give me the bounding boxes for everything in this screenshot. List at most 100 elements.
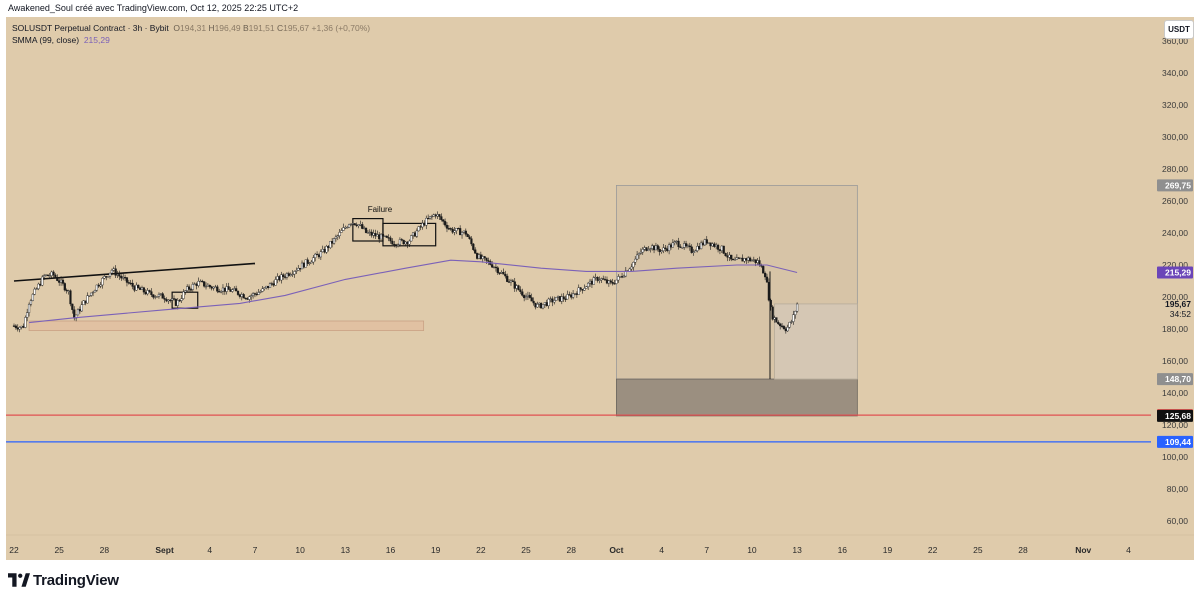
candle-body bbox=[481, 256, 484, 259]
candle-body bbox=[649, 248, 652, 250]
candle-body bbox=[652, 245, 656, 251]
smma-line[interactable] bbox=[29, 259, 798, 324]
candle-body bbox=[745, 258, 748, 261]
candle-body bbox=[396, 244, 400, 246]
candle-body bbox=[73, 309, 76, 319]
candle-body bbox=[739, 257, 742, 260]
candle-body bbox=[410, 235, 413, 242]
candle-body bbox=[267, 285, 270, 288]
candle-body bbox=[355, 224, 358, 227]
candle-body bbox=[513, 281, 516, 289]
candle-body bbox=[197, 281, 200, 286]
candle-body bbox=[216, 286, 219, 292]
candle-body bbox=[711, 243, 714, 247]
candle-body bbox=[530, 297, 533, 302]
time-tick-label: 28 bbox=[566, 545, 576, 555]
tradingview-brand: TradingView bbox=[33, 571, 119, 589]
candle-body bbox=[455, 228, 458, 231]
candle-body bbox=[144, 291, 147, 295]
indicator-label: SMMA (99, close) bbox=[12, 35, 80, 45]
ohlc-close-label: C bbox=[276, 23, 284, 33]
candle-body bbox=[619, 276, 622, 278]
candle-body bbox=[423, 222, 426, 226]
candle-body bbox=[587, 282, 590, 287]
drawing-label[interactable]: Failure bbox=[368, 205, 393, 214]
time-tick-label: Nov bbox=[1075, 545, 1091, 555]
candle-body bbox=[730, 254, 733, 260]
candle-body bbox=[321, 249, 324, 252]
candle-body bbox=[453, 230, 456, 233]
candle-body bbox=[504, 273, 507, 277]
candle-body bbox=[698, 246, 701, 250]
candle-body bbox=[349, 223, 353, 226]
candle-body bbox=[376, 234, 379, 237]
candle-body bbox=[372, 233, 375, 236]
candle-body bbox=[541, 304, 545, 309]
candle-body bbox=[611, 282, 614, 284]
candle-body bbox=[775, 317, 778, 323]
candle-body bbox=[221, 287, 225, 292]
candle-body bbox=[278, 276, 281, 281]
candle-body bbox=[777, 322, 780, 325]
candle-body bbox=[526, 294, 530, 297]
chart-frame[interactable]: Failure 60,00 80,00 100,00 120,00 140,00 160,… bbox=[6, 17, 1194, 560]
candle-body bbox=[24, 317, 27, 328]
candle-body bbox=[605, 279, 609, 284]
drawing-rectangle[interactable] bbox=[616, 378, 858, 417]
price-chart[interactable]: Failure 60,00 80,00 100,00 120,00 140,00 160,… bbox=[6, 17, 1194, 560]
candle-body bbox=[26, 312, 29, 318]
time-tick-label: 13 bbox=[792, 545, 802, 555]
candle-body bbox=[67, 290, 70, 292]
axes-layer: 60,00 80,00 100,00 120,00 140,00 160,00 180,00… bbox=[9, 36, 1193, 555]
candle-body bbox=[643, 247, 646, 250]
candle-body bbox=[225, 286, 228, 292]
candle-body bbox=[212, 286, 215, 289]
candle-body bbox=[37, 283, 40, 289]
ohlc-close-value: 195,67 bbox=[283, 23, 310, 33]
candle-body bbox=[545, 302, 548, 307]
candle-body bbox=[683, 243, 686, 248]
candle-body bbox=[477, 254, 481, 259]
candle-body bbox=[261, 288, 264, 292]
trend-line[interactable] bbox=[13, 262, 256, 282]
candle-body bbox=[71, 303, 74, 310]
candle-body bbox=[440, 216, 443, 220]
candle-body bbox=[351, 223, 354, 225]
candle-body bbox=[701, 242, 705, 246]
candle-body bbox=[289, 274, 292, 276]
price-label-bg bbox=[1157, 373, 1193, 386]
price-axis-panel[interactable] bbox=[1151, 17, 1194, 560]
drawing-rectangle[interactable] bbox=[28, 320, 425, 332]
indicator-legend-row[interactable]: SMMA (99, close) 215,29 bbox=[12, 34, 370, 46]
candle-body bbox=[304, 259, 307, 268]
candle-body bbox=[771, 306, 774, 320]
candle-body bbox=[658, 249, 661, 253]
candle-body bbox=[116, 274, 119, 276]
candle-body bbox=[218, 291, 221, 293]
candle-body bbox=[790, 321, 793, 323]
ohlc-low-label: B bbox=[242, 23, 249, 33]
candle-body bbox=[210, 286, 213, 289]
candle-body bbox=[306, 259, 309, 264]
candle-body bbox=[632, 262, 635, 268]
candle-body bbox=[80, 304, 83, 312]
candle-body bbox=[523, 295, 526, 299]
candle-body bbox=[361, 224, 364, 229]
price-label: 195,67 bbox=[1165, 299, 1191, 309]
drawing-rectangle[interactable] bbox=[774, 303, 858, 380]
candle-body bbox=[718, 249, 722, 251]
candle-body bbox=[607, 280, 610, 284]
candle-body bbox=[466, 234, 469, 238]
candle-body bbox=[297, 268, 300, 271]
candle-body bbox=[654, 245, 658, 251]
candle-body bbox=[765, 276, 769, 283]
candle-body bbox=[737, 257, 740, 259]
candle-body bbox=[302, 262, 306, 268]
currency-button[interactable]: USDT bbox=[1164, 20, 1194, 39]
candle-body bbox=[568, 294, 571, 296]
candle-body bbox=[203, 281, 206, 287]
candle-body bbox=[78, 309, 81, 312]
tradingview-logo[interactable]: TradingView bbox=[8, 570, 119, 590]
candle-body bbox=[796, 303, 799, 312]
candle-body bbox=[22, 325, 25, 328]
